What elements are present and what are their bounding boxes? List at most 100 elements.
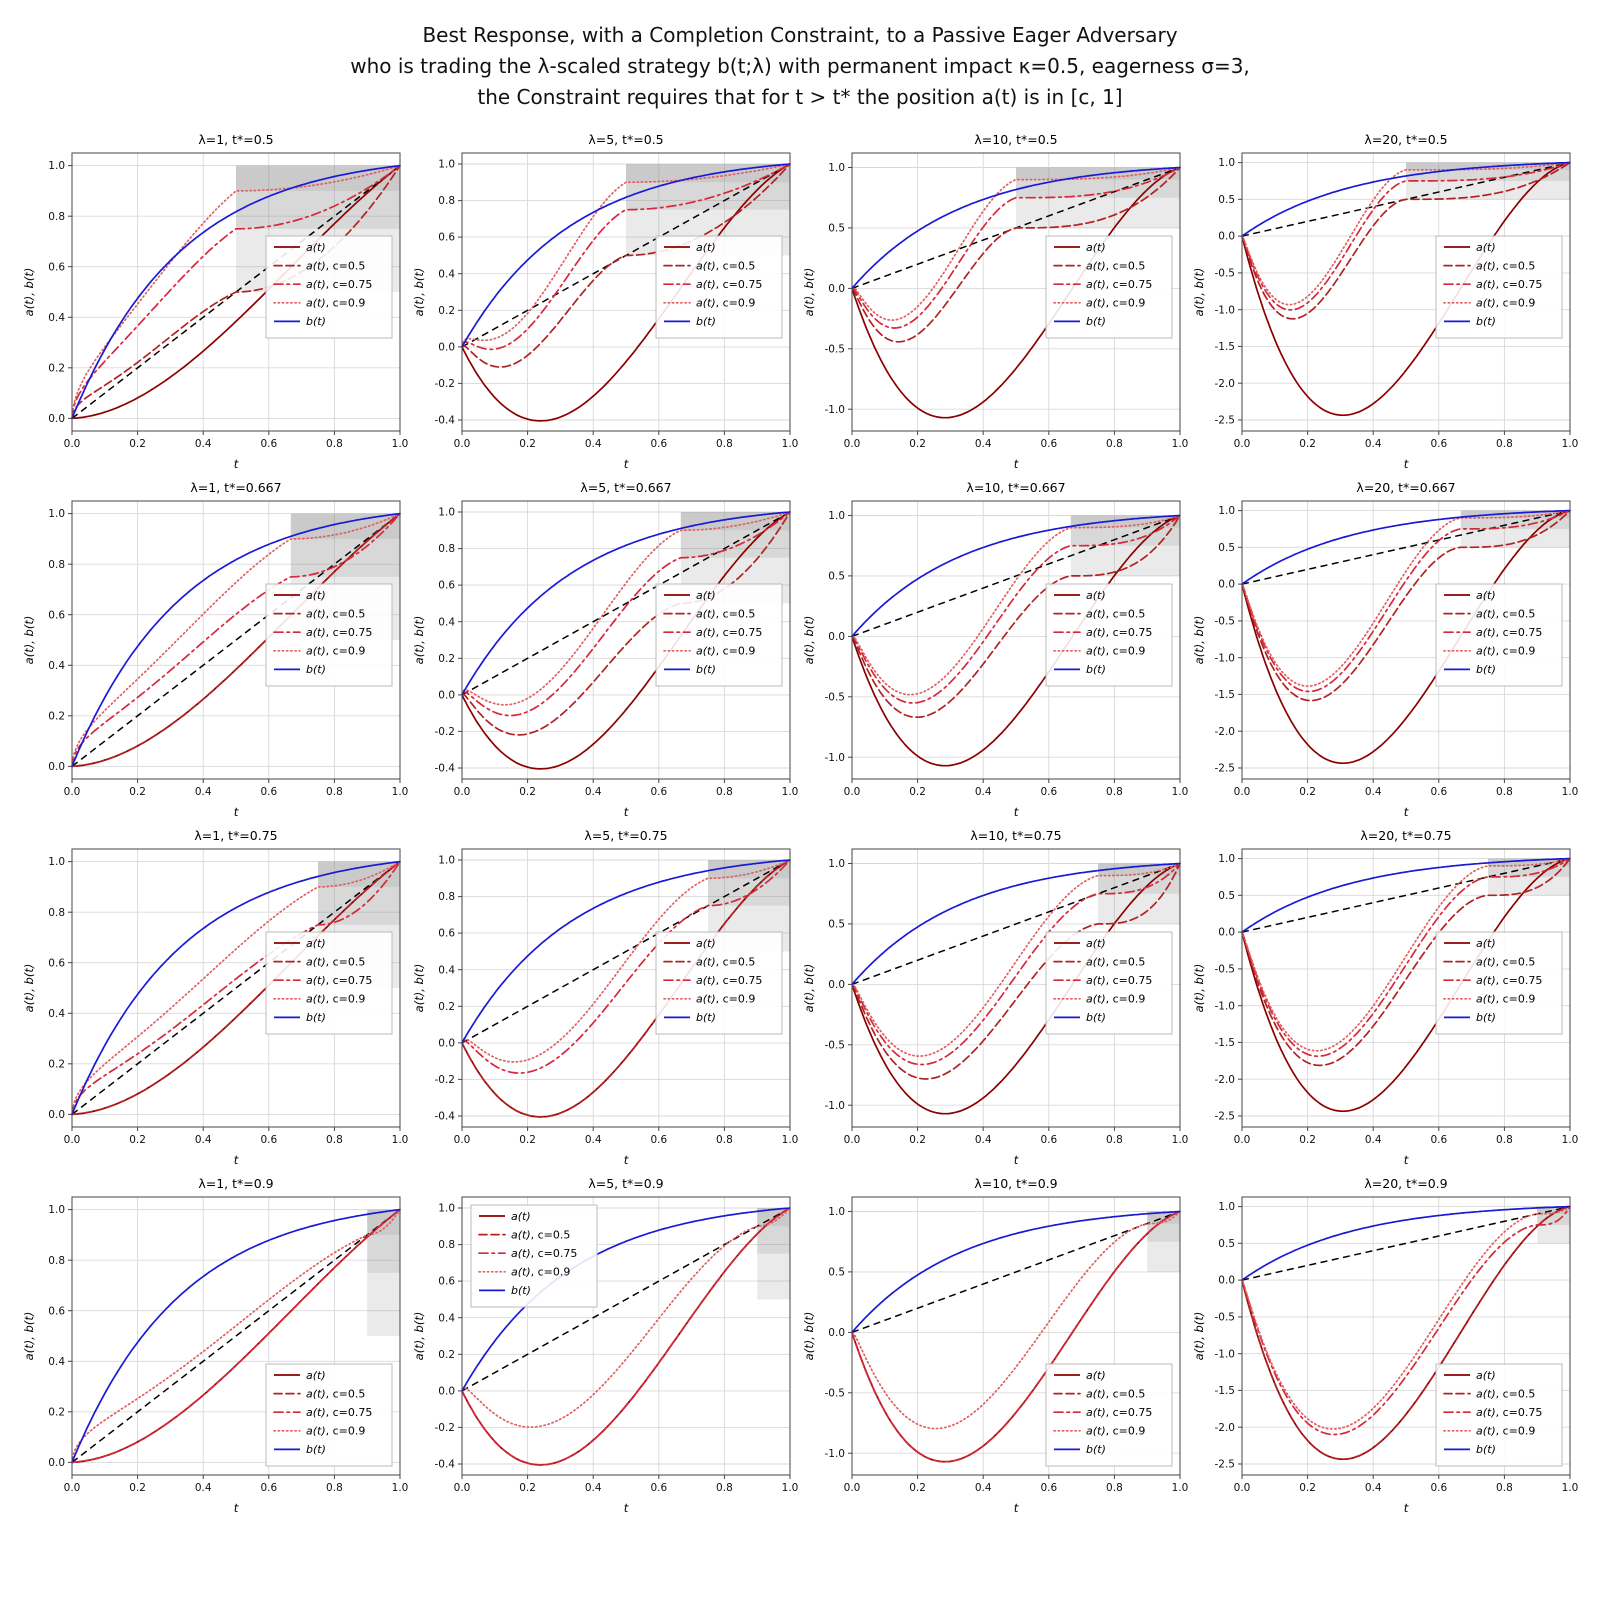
svg-text:1.0: 1.0 (438, 159, 455, 171)
x-ticks: 0.0 0.2 0.4 0.6 0.8 1.0 (454, 1475, 798, 1494)
svg-text:0.4: 0.4 (975, 1482, 992, 1494)
subplot-background (410, 1171, 800, 1519)
svg-text:0.4: 0.4 (48, 660, 65, 672)
svg-text:0.6: 0.6 (1040, 786, 1057, 798)
constraint-shading (757, 1208, 790, 1300)
y-axis-label: a(t), b(t) (802, 1312, 816, 1361)
svg-text:0.4: 0.4 (585, 1482, 602, 1494)
svg-text:-0.5: -0.5 (1215, 964, 1236, 976)
series-a-c075 (461, 163, 791, 351)
svg-text:0.0: 0.0 (828, 1327, 845, 1339)
x-axis-label: t (1014, 1501, 1019, 1515)
series-a-c075 (1241, 509, 1571, 693)
series-a-c09 (851, 514, 1181, 696)
y-ticks: -1.0 -0.5 0.0 0.5 1.0 (825, 1206, 852, 1460)
svg-text:a(t), c=0.5: a(t), c=0.5 (1086, 1387, 1145, 1400)
svg-text:b(t): b(t) (1086, 1011, 1106, 1024)
svg-text:1.0: 1.0 (48, 160, 65, 172)
svg-text:0.6: 0.6 (1430, 786, 1447, 798)
svg-text:0.8: 0.8 (438, 891, 455, 903)
svg-text:b(t): b(t) (1086, 1443, 1106, 1456)
svg-text:0.8: 0.8 (326, 786, 343, 798)
x-axis-label: t (234, 457, 239, 471)
svg-text:a(t), c=0.9: a(t), c=0.9 (1476, 645, 1535, 658)
svg-text:0.0: 0.0 (1234, 438, 1251, 450)
svg-text:a(t), c=0.75: a(t), c=0.75 (696, 974, 762, 987)
svg-text:0.6: 0.6 (260, 438, 277, 450)
series-a-c075 (851, 862, 1181, 1066)
series-b (1241, 1205, 1570, 1281)
svg-text:1.0: 1.0 (392, 786, 409, 798)
svg-text:-2.5: -2.5 (1215, 1111, 1236, 1123)
legend: a(t) a(t), c=0.5 a(t), c=0.75 a(t), c=0.9 b(… (1435, 235, 1563, 339)
diagonal-line (71, 861, 401, 1115)
axes-frame (851, 1196, 1181, 1476)
subplot-title: λ=10, t*=0.667 (966, 480, 1065, 495)
svg-text:0.0: 0.0 (828, 979, 845, 991)
series-b (71, 860, 401, 1115)
series-a-c075 (71, 164, 401, 420)
subplot-l20-t0.75: 0.0 0.2 0.4 0.6 0.8 1.0 -2.5 -2.0 -1.5 -1.0 -0.5 0.… (1190, 823, 1580, 1171)
diagonal-line (1241, 509, 1571, 585)
y-axis-label: a(t), b(t) (22, 616, 36, 665)
axes-frame (1241, 1196, 1571, 1476)
svg-text:0.8: 0.8 (438, 1239, 455, 1251)
svg-text:a(t): a(t) (696, 937, 716, 950)
svg-text:0.0: 0.0 (844, 438, 861, 450)
svg-text:0.6: 0.6 (438, 232, 455, 244)
series-a-c05 (1241, 1205, 1571, 1461)
svg-text:b(t): b(t) (306, 1011, 326, 1024)
subplot-background (800, 1171, 1190, 1519)
svg-text:0.0: 0.0 (454, 786, 471, 798)
svg-text:0.0: 0.0 (64, 1134, 81, 1146)
subplot-title: λ=1, t*=0.667 (190, 480, 281, 495)
series-a (1241, 857, 1571, 1113)
svg-text:1.0: 1.0 (1172, 438, 1189, 450)
series-a-c075 (461, 511, 791, 717)
subplot-l10-t0.75: 0.0 0.2 0.4 0.6 0.8 1.0 -1.0 -0.5 0.0 0.5 1.0 t a(t)… (800, 823, 1190, 1171)
x-ticks: 0.0 0.2 0.4 0.6 0.8 1.0 (1234, 779, 1578, 798)
svg-text:1.0: 1.0 (1562, 438, 1579, 450)
y-axis-label: a(t), b(t) (22, 964, 36, 1013)
series-a-c05 (1241, 509, 1571, 702)
svg-text:a(t), c=0.75: a(t), c=0.75 (1086, 626, 1152, 639)
series-a-c075 (1241, 857, 1571, 1058)
svg-text:0.4: 0.4 (195, 438, 212, 450)
y-ticks: -0.4 -0.2 0.0 0.2 0.4 0.6 0.8 1.0 (435, 507, 462, 775)
x-ticks: 0.0 0.2 0.4 0.6 0.8 1.0 (64, 1127, 408, 1146)
svg-text:0.4: 0.4 (48, 1008, 65, 1020)
svg-text:-0.4: -0.4 (435, 763, 456, 775)
axes-frame (461, 848, 791, 1128)
series-a-c05 (851, 862, 1181, 1080)
svg-text:a(t), c=0.9: a(t), c=0.9 (696, 297, 755, 310)
subplot-background (20, 1171, 410, 1519)
series-a-c075 (461, 1207, 791, 1466)
svg-text:0.8: 0.8 (438, 195, 455, 207)
subplot-l1-t0.9: 0.0 0.2 0.4 0.6 0.8 1.0 0.0 0.2 0.4 0.6 0.8 1.0 t a(t… (20, 1171, 410, 1519)
series-a (461, 511, 791, 770)
svg-text:a(t), c=0.5: a(t), c=0.5 (1476, 259, 1535, 272)
svg-text:0.0: 0.0 (64, 438, 81, 450)
series-a (851, 166, 1181, 419)
svg-text:0.2: 0.2 (48, 362, 65, 374)
series-a-c09 (461, 1207, 791, 1428)
x-ticks: 0.0 0.2 0.4 0.6 0.8 1.0 (454, 431, 798, 450)
y-axis-label: a(t), b(t) (412, 616, 426, 665)
svg-text:0.2: 0.2 (909, 438, 926, 450)
svg-text:b(t): b(t) (306, 663, 326, 676)
legend: a(t) a(t), c=0.5 a(t), c=0.75 a(t), c=0.9 b(… (655, 235, 783, 339)
series-b (461, 163, 791, 348)
svg-text:1.0: 1.0 (1218, 157, 1235, 169)
series-b (851, 862, 1181, 985)
legend: a(t) a(t), c=0.5 a(t), c=0.75 a(t), c=0.9 b(… (1435, 583, 1563, 687)
series-a-c09 (461, 163, 791, 348)
x-axis-label: t (234, 1153, 239, 1167)
svg-text:0.2: 0.2 (438, 1349, 455, 1361)
svg-text:-1.0: -1.0 (825, 1100, 846, 1112)
svg-text:a(t): a(t) (1476, 937, 1496, 950)
svg-text:0.4: 0.4 (438, 616, 455, 628)
x-axis-label: t (624, 805, 629, 819)
subplot-title: λ=10, t*=0.5 (974, 132, 1057, 147)
svg-text:b(t): b(t) (696, 315, 716, 328)
series-a-c075 (851, 514, 1181, 704)
